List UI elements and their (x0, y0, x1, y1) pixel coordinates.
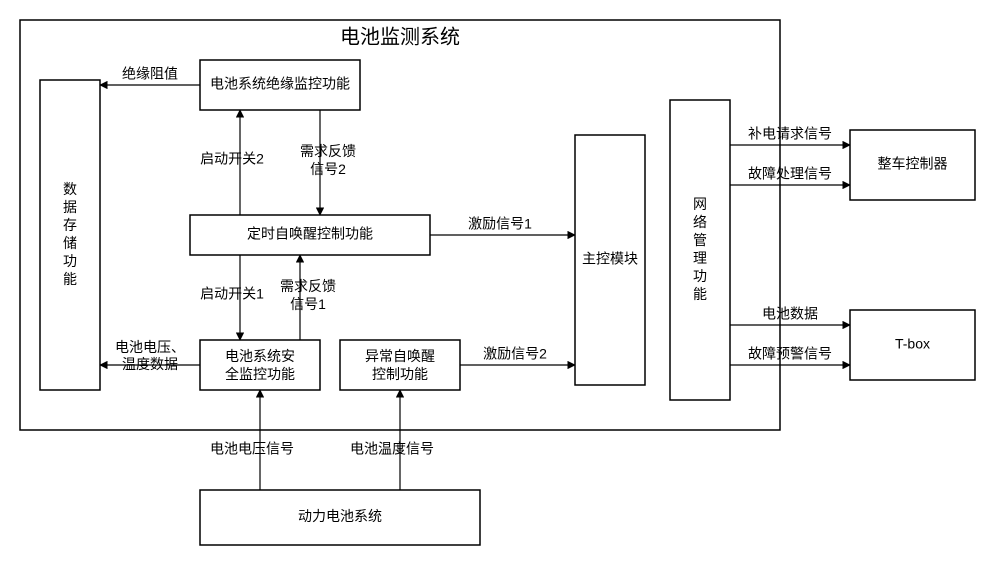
edge-13-label: 电池电压信号 (210, 441, 294, 457)
node-main_ctrl-label: 主控模块 (582, 251, 638, 267)
edge-1-label: 启动开关2 (200, 151, 264, 167)
edge-6-label: 激励信号1 (468, 216, 532, 232)
edge-10-label: 故障处理信号 (748, 166, 832, 182)
node-power_batt-label: 动力电池系统 (298, 508, 382, 524)
edge-0-label: 绝缘阻值 (122, 66, 178, 82)
edge-7-label: 激励信号2 (483, 346, 547, 362)
edge-4-label: 需求反馈信号1 (280, 278, 336, 312)
system-title: 电池监测系统 (340, 25, 460, 48)
edge-5-label: 电池电压、温度数据 (115, 339, 185, 372)
edge-2-label: 需求反馈信号2 (300, 143, 356, 177)
node-timer_wake-label: 定时自唤醒控制功能 (247, 226, 373, 242)
node-vehicle_ctrl-label: 整车控制器 (878, 156, 948, 172)
edge-3-label: 启动开关1 (200, 286, 264, 302)
edge-9-label: 补电请求信号 (748, 126, 832, 142)
edge-14-label: 电池温度信号 (350, 441, 434, 457)
node-tbox-label: T-box (895, 336, 930, 352)
edge-11-label: 电池数据 (762, 306, 818, 322)
node-insul_mon-label: 电池系统绝缘监控功能 (210, 76, 350, 92)
edge-12-label: 故障预警信号 (748, 346, 832, 362)
